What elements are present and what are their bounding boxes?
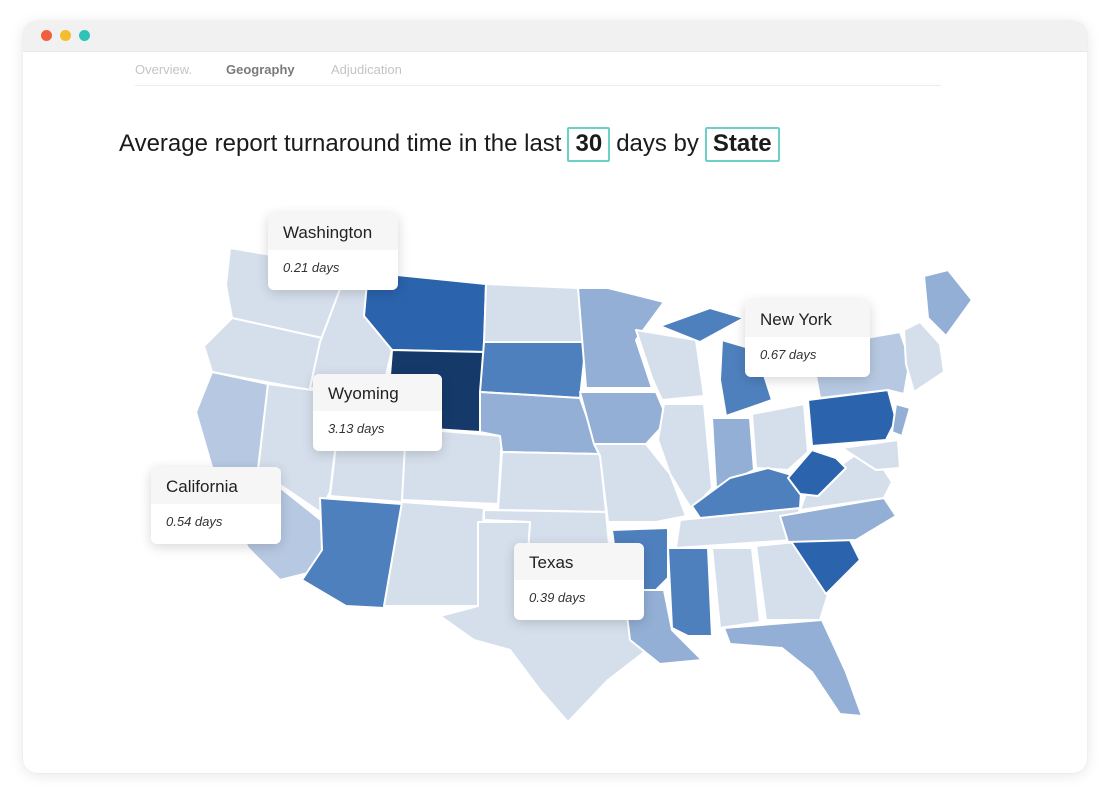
tooltip-state-value: 3.13 days xyxy=(328,421,385,436)
tooltip-new-york: New York 0.67 days xyxy=(745,300,870,377)
tooltip-state-value: 0.39 days xyxy=(529,590,586,605)
tab-overview[interactable]: Overview. xyxy=(135,62,193,77)
state-minnesota[interactable] xyxy=(577,287,665,389)
tooltip-state-value: 0.67 days xyxy=(760,347,817,362)
state-north-dakota[interactable] xyxy=(483,283,587,343)
state-ohio[interactable] xyxy=(751,403,809,471)
tooltip-state-name: New York xyxy=(745,300,870,337)
state-florida[interactable] xyxy=(723,619,863,717)
state-maryland[interactable] xyxy=(841,439,901,471)
state-new-jersey[interactable] xyxy=(891,403,911,437)
state-kansas[interactable] xyxy=(497,451,607,513)
state-alabama[interactable] xyxy=(711,547,761,629)
tooltip-state-name: California xyxy=(151,467,281,504)
tooltip-state-value: 0.54 days xyxy=(166,514,223,529)
state-wisconsin[interactable] xyxy=(635,329,705,401)
state-south-dakota[interactable] xyxy=(479,341,587,399)
window-titlebar xyxy=(23,21,1087,52)
tooltip-california: California 0.54 days xyxy=(151,467,281,544)
headline-middle: days by xyxy=(616,130,699,157)
tooltip-state-name: Washington xyxy=(268,213,398,250)
tooltip-texas: Texas 0.39 days xyxy=(514,543,644,620)
state-new-england[interactable] xyxy=(903,321,945,393)
group-by-selector[interactable]: State xyxy=(704,126,780,162)
tooltip-washington: Washington 0.21 days xyxy=(268,213,398,290)
state-indiana[interactable] xyxy=(711,417,755,489)
state-missouri[interactable] xyxy=(593,443,687,523)
tab-adjudication[interactable]: Adjudication xyxy=(331,62,402,77)
tooltip-state-value: 0.21 days xyxy=(283,260,340,275)
state-michigan-upper[interactable] xyxy=(659,307,745,343)
tooltip-state-name: Texas xyxy=(514,543,644,580)
headline-prefix: Average report turnaround time in the la… xyxy=(119,130,562,157)
state-mississippi[interactable] xyxy=(667,547,713,637)
close-window-dot[interactable] xyxy=(41,30,52,41)
state-iowa[interactable] xyxy=(579,391,669,445)
maximize-window-dot[interactable] xyxy=(79,30,90,41)
tab-bar: Overview. Geography Adjudication xyxy=(135,58,941,86)
state-west-virginia[interactable] xyxy=(787,449,847,497)
tab-geography[interactable]: Geography xyxy=(226,62,295,77)
state-maine[interactable] xyxy=(923,269,973,337)
minimize-window-dot[interactable] xyxy=(60,30,71,41)
tooltip-state-name: Wyoming xyxy=(313,374,442,411)
state-illinois[interactable] xyxy=(657,403,713,511)
state-new-mexico[interactable] xyxy=(383,501,485,607)
days-selector[interactable]: 30 xyxy=(567,126,611,162)
page-title: Average report turnaround time in the la… xyxy=(119,126,786,162)
tooltip-wyoming: Wyoming 3.13 days xyxy=(313,374,442,451)
